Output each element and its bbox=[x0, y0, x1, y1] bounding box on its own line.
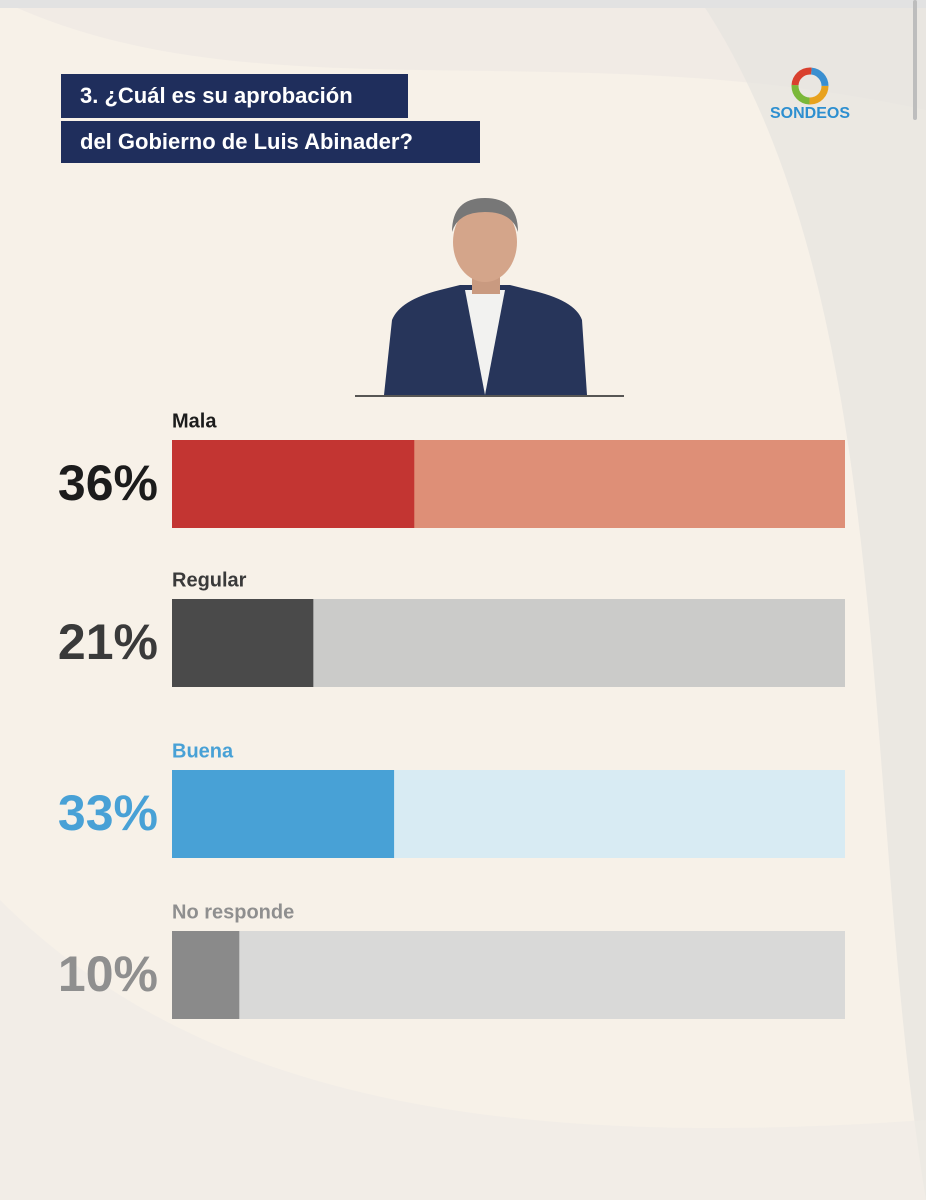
face bbox=[453, 202, 517, 282]
category-label: Mala bbox=[172, 410, 217, 432]
title-line: del Gobierno de Luis Abinader? bbox=[80, 129, 413, 154]
category-label: Buena bbox=[172, 740, 234, 762]
bar bbox=[172, 440, 415, 528]
bar-track bbox=[172, 931, 845, 1019]
logo-ring bbox=[791, 67, 829, 105]
value-label: 10% bbox=[58, 946, 158, 1002]
bar bbox=[172, 599, 314, 687]
logo-ring bbox=[791, 67, 829, 105]
title-box bbox=[61, 74, 408, 118]
logo-text: SONDEOS bbox=[770, 105, 850, 122]
title-line: 3. ¿Cuál es su aprobación bbox=[80, 83, 353, 108]
bg-curve bbox=[0, 0, 926, 110]
value-label: 36% bbox=[58, 455, 158, 511]
value-label: 21% bbox=[58, 614, 158, 670]
shirt bbox=[465, 290, 505, 395]
bg-curve bbox=[0, 900, 926, 1200]
bar bbox=[172, 770, 395, 858]
category-label: Regular bbox=[172, 569, 247, 591]
logo: SONDEOS bbox=[770, 67, 850, 122]
portrait bbox=[355, 198, 624, 397]
value-label: 33% bbox=[58, 785, 158, 841]
logo-ring bbox=[791, 67, 829, 105]
title-box bbox=[61, 121, 480, 163]
hair bbox=[452, 198, 518, 232]
category-label: No responde bbox=[172, 901, 294, 923]
bg-curve bbox=[700, 0, 926, 1200]
top-bar bbox=[0, 0, 926, 8]
scrollbar bbox=[913, 0, 917, 120]
bar bbox=[172, 931, 240, 1019]
